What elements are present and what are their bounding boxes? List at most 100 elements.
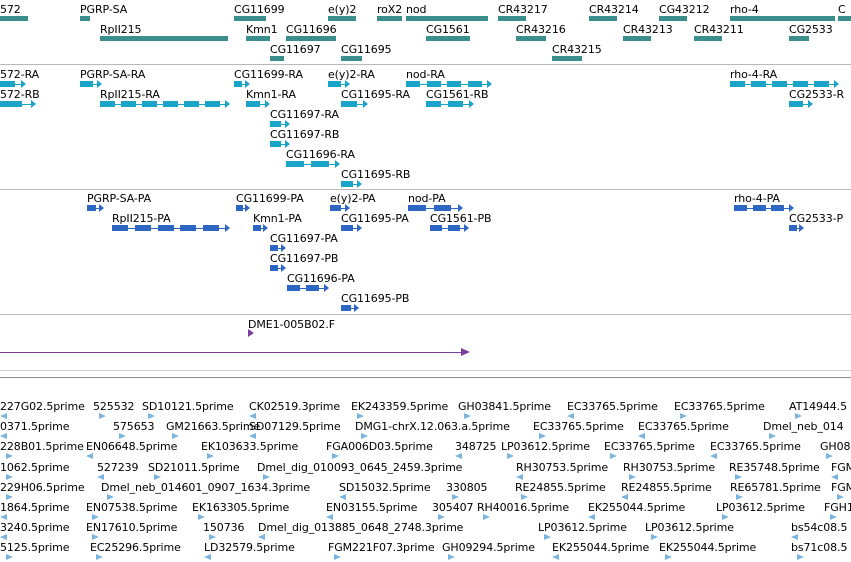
est-label[interactable]: RE65781.5prime [730,481,821,494]
protein-exon[interactable] [236,205,243,211]
est-label[interactable]: 330805 [446,481,488,494]
est-strand-marker[interactable] [610,453,617,459]
est-label[interactable]: 5125.5prime [0,541,70,554]
transcript-label[interactable]: CG11696-RA [286,148,355,161]
gene-feature-bar[interactable] [270,56,284,61]
est-strand-marker[interactable] [665,554,672,560]
est-strand-marker[interactable] [92,534,99,540]
transcript-exon[interactable] [184,101,199,107]
gene-feature-bar[interactable] [516,36,546,41]
est-strand-marker[interactable] [332,453,339,459]
transcript-exon[interactable] [80,81,93,87]
est-label[interactable]: GH09294.5prime [442,541,535,554]
protein-exon[interactable] [87,205,97,211]
protein-label[interactable]: CG11697-PB [270,252,339,265]
est-label[interactable]: Dmel_dig_013885_0648_2748.3prime [258,521,464,534]
protein-exon[interactable] [203,225,220,231]
est-label[interactable]: Dmel_neb_014601_0907_1634.3prime [101,481,311,494]
est-strand-marker[interactable] [735,474,742,480]
est-label[interactable]: 1062.5prime [0,461,70,474]
transcript-exon[interactable] [142,101,157,107]
transcript-label[interactable]: 572-RB [0,88,40,101]
est-label[interactable]: EK255044.5prime [588,501,686,514]
est-label[interactable]: EN06648.5prime [86,440,178,453]
gene-feature-bar[interactable] [552,56,582,61]
gene-feature-bar[interactable] [623,36,651,41]
est-label[interactable]: DMG1-chrX.12.063.a.5prime [355,420,510,433]
transcript-exon[interactable] [0,81,16,87]
est-label[interactable]: FGM [831,481,851,494]
transcript-exon[interactable] [448,101,464,107]
transcript-exon[interactable] [121,101,136,107]
clone-label[interactable]: DME1-005B02.F [248,318,335,331]
est-label[interactable]: 229H06.5prime [0,481,85,494]
gene-label[interactable]: PGRP-SA [80,3,128,16]
est-label[interactable]: EC33765.5prime [533,420,624,433]
est-strand-marker[interactable] [638,433,645,439]
protein-label[interactable]: CG11697-PA [270,232,338,245]
est-strand-marker[interactable] [172,433,179,439]
est-strand-marker[interactable] [507,453,514,459]
est-label[interactable]: 527239 [97,461,139,474]
est-strand-marker[interactable] [837,494,844,500]
protein-exon[interactable] [734,205,748,211]
gene-feature-bar[interactable] [789,36,809,41]
protein-label[interactable]: RpII215-PA [112,212,171,225]
est-strand-marker[interactable] [86,453,93,459]
est-strand-marker[interactable] [119,433,126,439]
est-label[interactable]: EN03155.5prime [326,501,418,514]
est-label[interactable]: SD15032.5prime [339,481,431,494]
transcript-label[interactable]: CG1561-RB [426,88,489,101]
est-strand-marker[interactable] [204,554,211,560]
est-strand-marker[interactable] [831,474,838,480]
protein-exon[interactable] [180,225,197,231]
est-strand-marker[interactable] [567,413,574,419]
transcript-label[interactable]: e(y)2-RA [328,68,375,81]
est-label[interactable]: EC33765.5prime [638,420,729,433]
est-label[interactable]: RH30753.5prime [516,461,609,474]
protein-exon[interactable] [408,205,426,211]
protein-exon[interactable] [789,225,797,231]
est-label[interactable]: Dmel_neb_014 [763,420,844,433]
est-strand-marker[interactable] [452,494,459,500]
est-label[interactable]: RH30753.5prime [623,461,716,474]
transcript-exon[interactable] [246,101,260,107]
est-strand-marker[interactable] [207,453,214,459]
est-label[interactable]: 0371.5prime [0,420,70,433]
protein-exon[interactable] [253,225,261,231]
est-label[interactable]: LP03612.5prime [538,521,627,534]
transcript-exon[interactable] [426,101,442,107]
protein-exon[interactable] [287,285,301,291]
est-strand-marker[interactable] [6,453,13,459]
gene-label[interactable]: CR43211 [694,23,744,36]
gene-feature-bar[interactable] [234,16,266,21]
protein-label[interactable]: CG11696-PA [287,272,355,285]
est-label[interactable]: EK103633.5prime [201,440,299,453]
est-strand-marker[interactable] [769,433,776,439]
est-strand-marker[interactable] [795,413,802,419]
est-label[interactable]: EN17610.5prime [86,521,178,534]
est-label[interactable]: AT14944.5 [789,400,847,413]
gene-label[interactable]: CG43212 [659,3,710,16]
protein-label[interactable]: CG2533-P [789,212,844,225]
transcript-exon[interactable] [772,81,787,87]
protein-exon[interactable] [341,225,353,231]
gene-label[interactable]: 572 [0,3,21,16]
transcript-exon[interactable] [447,81,462,87]
transcript-label[interactable]: CG11695-RA [341,88,410,101]
est-strand-marker[interactable] [0,514,7,520]
gene-label[interactable]: CR43217 [498,3,548,16]
est-label[interactable]: EC25296.5prime [90,541,181,554]
gene-feature-bar[interactable] [286,36,336,41]
est-strand-marker[interactable] [588,514,595,520]
gene-feature-bar[interactable] [377,16,402,21]
est-label[interactable]: FGM221F07.3prime [328,541,435,554]
est-strand-marker[interactable] [339,494,346,500]
est-strand-marker[interactable] [521,494,528,500]
transcript-exon[interactable] [406,81,421,87]
est-strand-marker[interactable] [263,474,270,480]
est-label[interactable]: 227G02.5prime [0,400,85,413]
est-label[interactable]: LP03612.5prime [645,521,734,534]
transcript-exon[interactable] [328,81,341,87]
transcript-label[interactable]: CG11699-RA [234,68,303,81]
